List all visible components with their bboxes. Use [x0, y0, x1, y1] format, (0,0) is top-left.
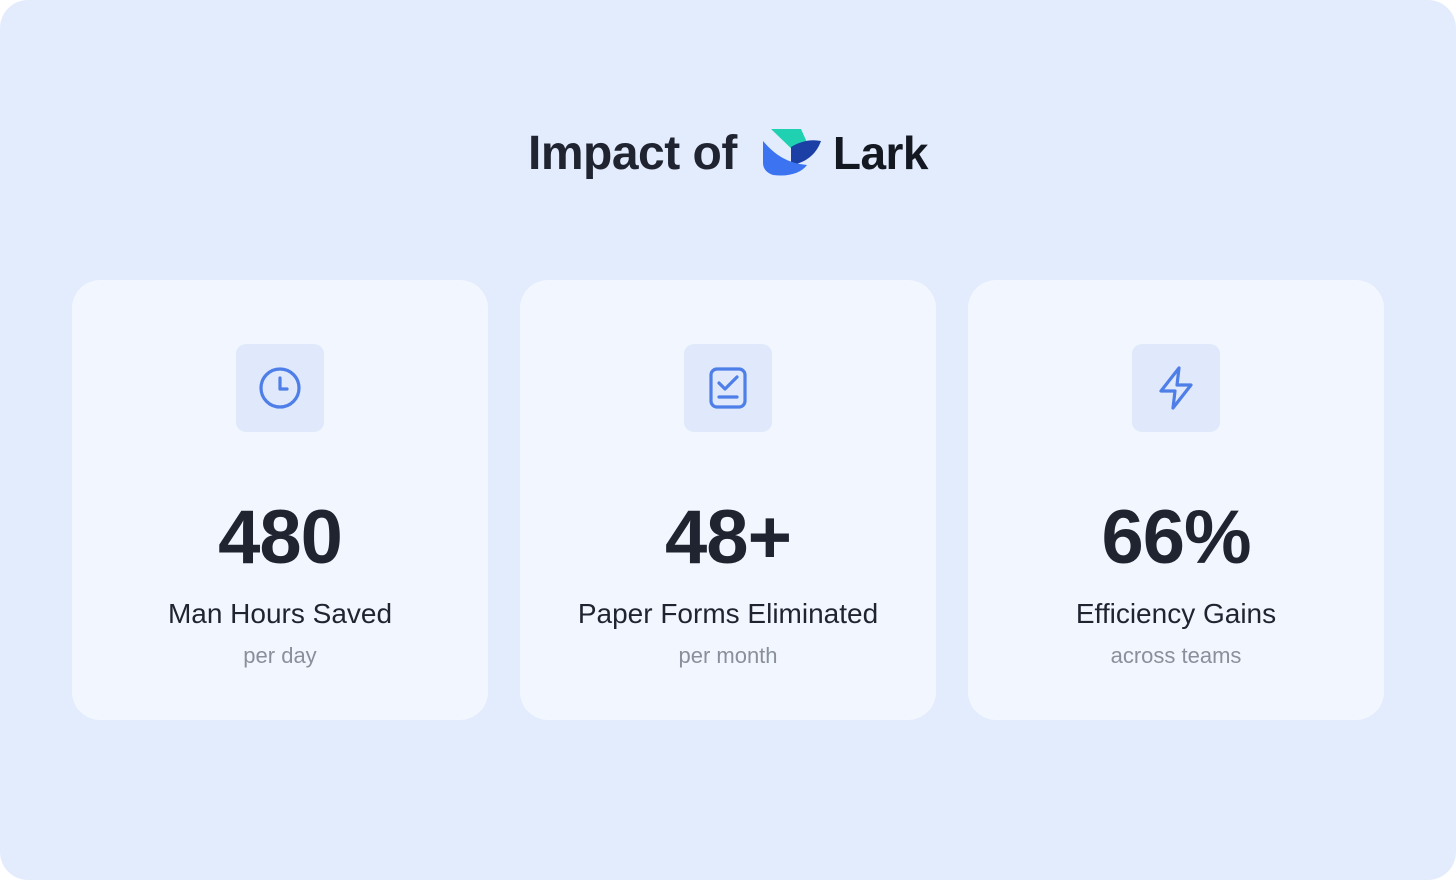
- stat-value: 48+: [665, 495, 792, 580]
- lightning-bolt-icon: [1159, 366, 1193, 410]
- stat-value: 66%: [1101, 495, 1251, 580]
- stat-sublabel: per month: [678, 643, 778, 668]
- icon-tile: [236, 344, 324, 432]
- stat-card-efficiency: 66% Efficiency Gains across teams: [968, 280, 1384, 720]
- checklist-document-icon: [709, 367, 747, 409]
- page-title: Impact of: [527, 126, 737, 180]
- icon-tile: [684, 344, 772, 432]
- stat-card-man-hours: 480 Man Hours Saved per day: [72, 280, 488, 720]
- stat-card-paper-forms: 48+ Paper Forms Eliminated per month: [520, 280, 936, 720]
- lark-logo: Lark: [761, 126, 929, 180]
- clock-icon: [259, 367, 301, 409]
- icon-tile: [1132, 344, 1220, 432]
- title-row: Impact of Lark: [0, 118, 1456, 188]
- stat-sublabel: across teams: [1110, 643, 1242, 668]
- stat-label: Man Hours Saved: [167, 598, 393, 629]
- stat-sublabel: per day: [243, 643, 317, 668]
- brand-name: Lark: [832, 127, 929, 179]
- stat-label: Efficiency Gains: [1075, 598, 1277, 629]
- lark-bird-icon: [762, 129, 821, 176]
- stat-label: Paper Forms Eliminated: [577, 598, 879, 629]
- stat-value: 480: [218, 495, 343, 580]
